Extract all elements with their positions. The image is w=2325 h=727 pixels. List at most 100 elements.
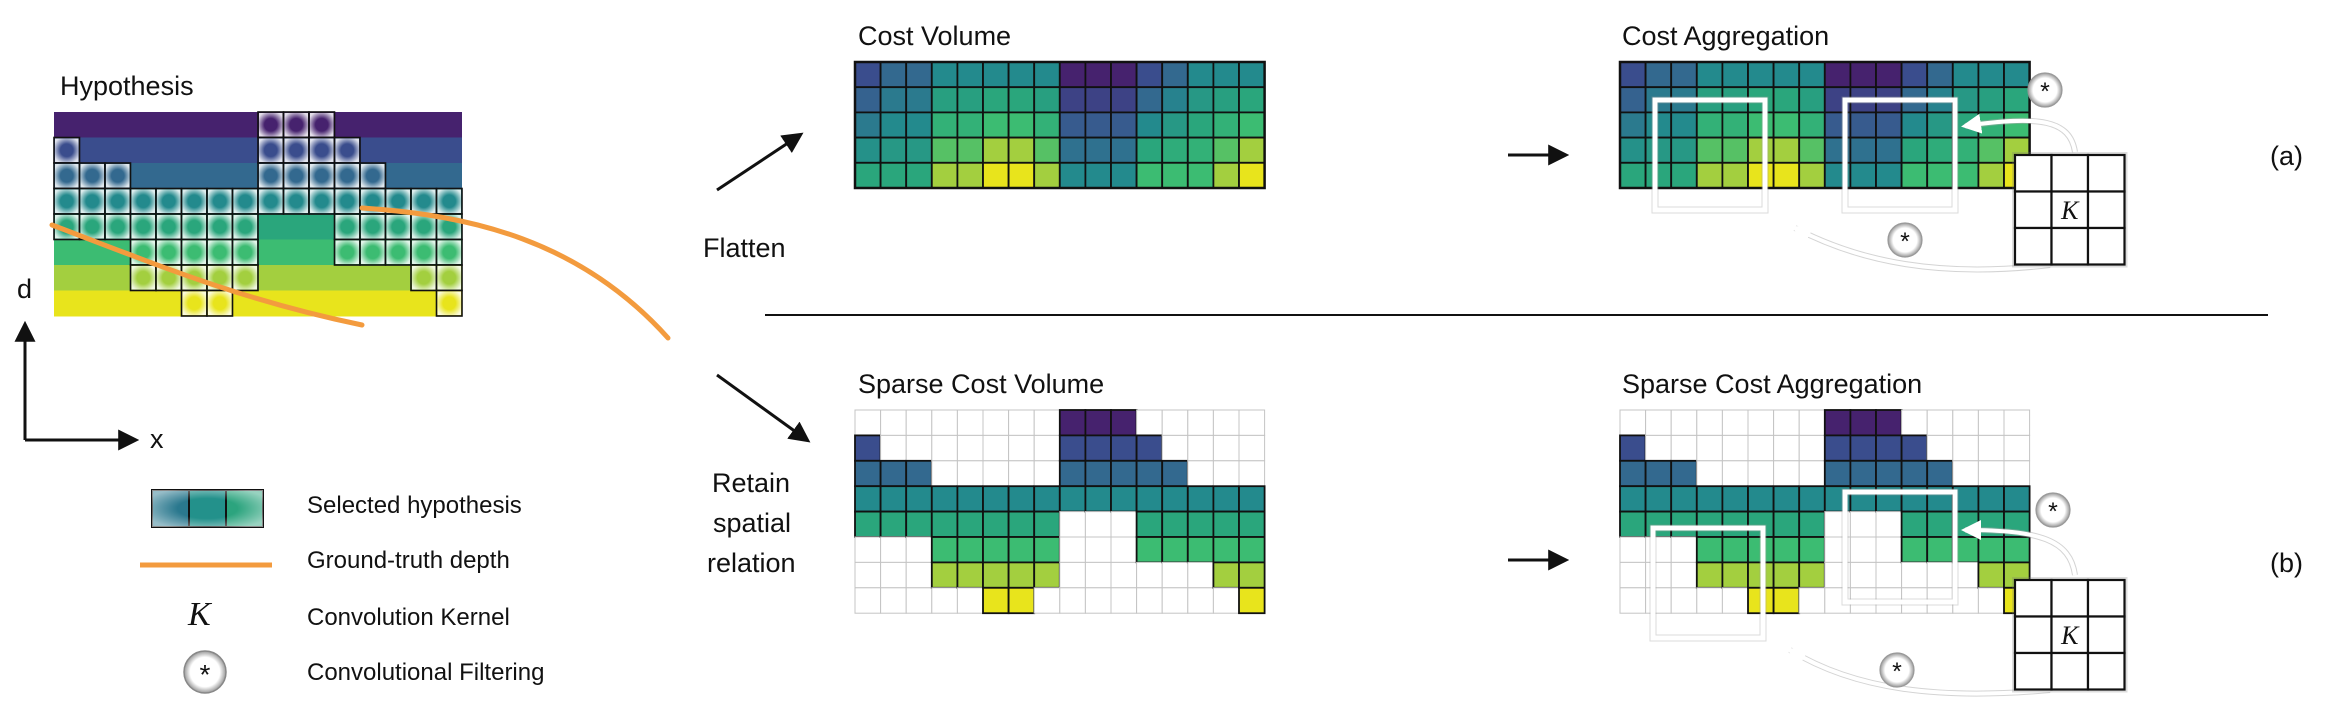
cost-cell xyxy=(1033,111,1061,139)
cost-cell xyxy=(1926,161,1954,189)
sparse-cost-cell xyxy=(1926,510,1954,538)
cost-cell xyxy=(854,161,882,189)
sparse-cost-cell xyxy=(1058,434,1087,462)
sparse-empty-cell xyxy=(880,536,907,563)
hypothesis-band xyxy=(54,290,462,317)
cost-aggregation-title: Cost Aggregation xyxy=(1622,21,1829,51)
sparse-empty-cell xyxy=(1212,409,1240,436)
sparse-empty-cell xyxy=(1875,511,1903,538)
cost-cell xyxy=(1619,86,1647,114)
sparse-empty-cell xyxy=(1238,434,1266,462)
cost-cell xyxy=(1900,161,1929,189)
sparse-cost-cell xyxy=(956,561,984,589)
sparse-empty-cell xyxy=(1110,511,1138,538)
cost-cell xyxy=(1772,86,1801,114)
cost-cell xyxy=(1926,61,1954,89)
cost-cell xyxy=(879,136,908,164)
sparse-cost-cell xyxy=(1110,409,1138,437)
sparse-cost-cell xyxy=(1977,536,2005,564)
sparse-cost-cell xyxy=(982,510,1010,538)
sparse-empty-cell xyxy=(1721,460,1749,487)
cost-cell xyxy=(956,86,984,114)
cost-cell xyxy=(1926,111,1954,139)
cost-cell xyxy=(930,111,959,139)
cost-cell xyxy=(1823,61,1852,89)
sparse-empty-cell xyxy=(1161,561,1189,589)
sparse-empty-cell xyxy=(1110,536,1138,563)
sparse-cost-cell xyxy=(1926,459,1954,488)
sparse-empty-cell xyxy=(1696,460,1723,487)
sparse-empty-cell xyxy=(1619,409,1647,436)
sparse-empty-cell xyxy=(1212,434,1240,462)
sparse-cost-cell xyxy=(1135,434,1164,462)
cost-cell xyxy=(956,61,984,89)
sparse-empty-cell xyxy=(905,536,933,563)
sparse-empty-cell xyxy=(982,434,1010,462)
hypothesis-cell-glow xyxy=(182,189,206,213)
hypothesis-cell-glow xyxy=(386,189,410,213)
cost-cell xyxy=(1619,136,1647,164)
hypothesis-cell-glow xyxy=(157,240,181,264)
cost-cell xyxy=(1695,161,1724,189)
cost-cell xyxy=(2003,61,2031,89)
kernel-cell xyxy=(2013,615,2053,655)
hypothesis-cell-glow xyxy=(361,164,385,188)
cost-cell xyxy=(1058,111,1087,139)
hypothesis-cell-glow xyxy=(182,215,206,239)
cost-cell xyxy=(1772,161,1801,189)
sparse-cost-cell xyxy=(2003,485,2031,513)
hypothesis-cell-glow xyxy=(284,164,308,188)
sparse-empty-cell xyxy=(1033,409,1061,436)
sparse-empty-cell xyxy=(1238,460,1266,487)
hypothesis-cell-glow xyxy=(55,164,79,188)
sparse-empty-cell xyxy=(1670,536,1698,563)
sparse-cost-cell xyxy=(1772,485,1801,513)
sparse-empty-cell xyxy=(1059,536,1086,563)
flatten-arrow-group: Flatten xyxy=(703,132,804,263)
sparse-empty-cell xyxy=(880,561,907,589)
sparse-empty-cell xyxy=(1721,434,1749,462)
hypothesis-cell-glow xyxy=(233,215,257,239)
kernel-cell xyxy=(2013,190,2053,230)
sparse-cost-cell xyxy=(879,485,908,513)
hypothesis-cell-glow xyxy=(335,189,359,213)
kernel-window xyxy=(1842,489,1958,605)
sparse-cost-cell xyxy=(1110,459,1138,488)
sparse-cost-cell xyxy=(1212,510,1240,538)
sparse-cost-cell xyxy=(1186,536,1215,564)
legend: Selected hypothesis Ground-truth depth K… xyxy=(140,489,544,694)
cost-cell xyxy=(1798,111,1826,139)
sparse-cost-cell xyxy=(1644,510,1673,538)
legend-swatch-selected xyxy=(151,489,264,528)
sparse-empty-cell xyxy=(1977,460,2005,487)
hypothesis-cell-glow xyxy=(310,189,334,213)
sparse-empty-cell xyxy=(956,460,984,487)
hypothesis-cell-glow xyxy=(208,189,232,213)
hypothesis-cell-glow xyxy=(131,215,155,239)
sparse-empty-cell xyxy=(1033,434,1061,462)
sparse-cost-cell xyxy=(1875,459,1903,488)
sparse-cost-cell xyxy=(1135,536,1164,564)
sparse-empty-cell xyxy=(1136,561,1163,589)
sparse-cost-cell xyxy=(854,485,882,513)
sparse-empty-cell xyxy=(1187,460,1214,487)
sparse-cost-cell xyxy=(1186,510,1215,538)
cost-cell xyxy=(1084,86,1112,114)
sparse-cost-cell xyxy=(1823,409,1852,437)
grid-border xyxy=(1618,60,2031,190)
cost-cell xyxy=(879,86,908,114)
sparse-empty-cell xyxy=(1926,561,1954,589)
kernel-cell xyxy=(2086,153,2126,193)
sparse-empty-cell xyxy=(1136,409,1163,436)
cost-cell xyxy=(1212,161,1240,189)
sparse-empty-cell xyxy=(1161,587,1189,614)
sparse-cost-cell xyxy=(854,459,882,488)
sparse-empty-cell xyxy=(905,587,933,614)
sparse-empty-cell xyxy=(931,460,958,487)
cost-cell xyxy=(956,111,984,139)
sparse-cost-cell xyxy=(1721,561,1749,589)
sparse-cost-cell xyxy=(1721,536,1749,564)
cost-cell xyxy=(1670,136,1698,164)
sparse-cost-cell xyxy=(879,459,908,488)
sparse-cost-cell xyxy=(1772,561,1801,589)
